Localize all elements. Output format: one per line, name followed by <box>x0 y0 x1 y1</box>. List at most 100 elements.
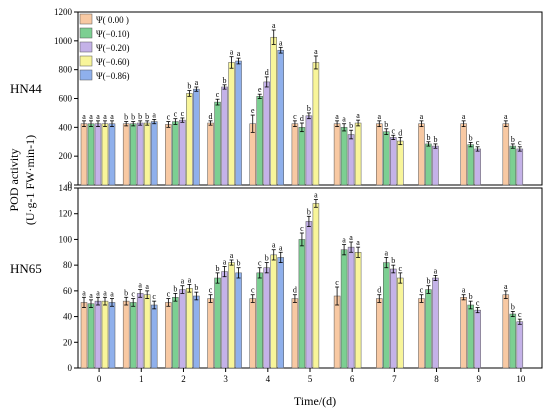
significance-label: a <box>103 112 107 121</box>
legend-swatch <box>79 69 93 81</box>
significance-label: c <box>181 109 185 118</box>
bar <box>390 137 397 186</box>
bar <box>80 123 88 186</box>
legend: Ψ( 0.00 ) Ψ(−0.10) Ψ(−0.20) Ψ(−0.60) Ψ(−0.86… <box>79 13 129 81</box>
significance-label: a <box>356 111 360 120</box>
x-tick-label: 6 <box>350 374 355 384</box>
significance-label: b <box>349 121 353 130</box>
y-tick-label: 60 <box>63 286 73 296</box>
significance-label: c <box>216 90 220 99</box>
bar <box>179 119 186 186</box>
y-tick-label: 140 <box>59 183 73 193</box>
bar <box>87 123 95 186</box>
significance-label: c <box>300 224 304 233</box>
significance-label: a <box>110 112 114 121</box>
bar <box>94 300 102 369</box>
bar <box>425 289 432 369</box>
significance-label: c <box>476 299 480 308</box>
significance-label: c <box>293 112 297 121</box>
significance-label: a <box>96 112 100 121</box>
significance-label: b <box>237 259 241 268</box>
legend-label: Ψ(−0.60) <box>96 57 129 67</box>
significance-label: b <box>194 283 198 292</box>
significance-label: b <box>265 254 269 263</box>
significance-label: b <box>173 284 177 293</box>
significance-label: b <box>469 292 473 301</box>
panel-label-hn65: HN65 <box>10 261 42 276</box>
significance-label: b <box>511 135 515 144</box>
bar <box>228 62 235 186</box>
significance-label: a <box>342 236 346 245</box>
legend-swatch <box>79 41 93 53</box>
significance-label: a <box>384 248 388 257</box>
significance-label: b <box>124 288 128 297</box>
y-tick-label: 0 <box>68 363 73 373</box>
bar <box>214 277 221 369</box>
y-axis-title-units: (U·g-1 FW·min-1) <box>23 135 37 225</box>
bar <box>277 49 284 186</box>
legend-swatch <box>79 27 93 39</box>
significance-label: a <box>152 110 156 119</box>
bar <box>383 262 390 369</box>
bar <box>235 60 242 186</box>
significance-label: d <box>293 286 297 295</box>
bar <box>172 121 179 186</box>
bar <box>94 123 102 186</box>
bar <box>333 295 341 369</box>
significance-label: b <box>384 120 388 129</box>
significance-label: e <box>258 85 262 94</box>
significance-label: c <box>167 113 171 122</box>
y-tick-label: 800 <box>59 65 73 75</box>
significance-label: a <box>272 21 276 30</box>
significance-label: a <box>188 275 192 284</box>
y-tick-label: 20 <box>63 337 73 347</box>
bar <box>298 239 306 369</box>
significance-label: a <box>145 282 149 291</box>
bar <box>418 123 425 186</box>
significance-label: a <box>82 288 86 297</box>
y-axis-title-main: POD activity <box>7 149 21 212</box>
significance-label: a <box>89 291 93 300</box>
bar <box>221 86 228 186</box>
x-tick-label: 9 <box>476 374 481 384</box>
legend-label: Ψ(−0.10) <box>96 29 129 39</box>
y-tick-label: 1000 <box>54 36 73 46</box>
significance-label: a <box>434 266 438 275</box>
significance-label: c <box>167 290 171 299</box>
significance-label: a <box>223 257 227 266</box>
bar <box>122 123 130 186</box>
bar <box>383 131 390 186</box>
y-tick-label: 100 <box>59 234 73 244</box>
y-tick-label: 80 <box>63 260 73 270</box>
bar <box>108 123 116 186</box>
bar <box>129 123 137 186</box>
bar <box>136 293 144 369</box>
significance-label: a <box>195 78 199 87</box>
bar <box>425 143 432 186</box>
bar <box>432 277 439 369</box>
bar <box>509 145 517 186</box>
bar <box>347 246 355 369</box>
significance-label: a <box>279 38 283 47</box>
bar <box>467 144 474 186</box>
legend-swatch <box>79 55 93 67</box>
significance-label: b <box>433 135 437 144</box>
significance-label: b <box>426 277 430 286</box>
bar <box>270 254 277 369</box>
bar <box>312 203 320 369</box>
significance-label: a <box>279 243 283 252</box>
significance-label: d <box>377 286 381 295</box>
bar <box>347 134 355 186</box>
significance-label: c <box>251 286 255 295</box>
significance-label: b <box>216 264 220 273</box>
bar <box>122 300 130 369</box>
bar <box>193 88 200 186</box>
significance-label: c <box>398 264 402 273</box>
bar <box>108 302 116 369</box>
x-tick-label: 1 <box>139 374 144 384</box>
bar <box>460 123 467 186</box>
significance-label: d <box>398 128 402 137</box>
y-tick-label: 600 <box>59 94 73 104</box>
bar <box>256 272 263 369</box>
